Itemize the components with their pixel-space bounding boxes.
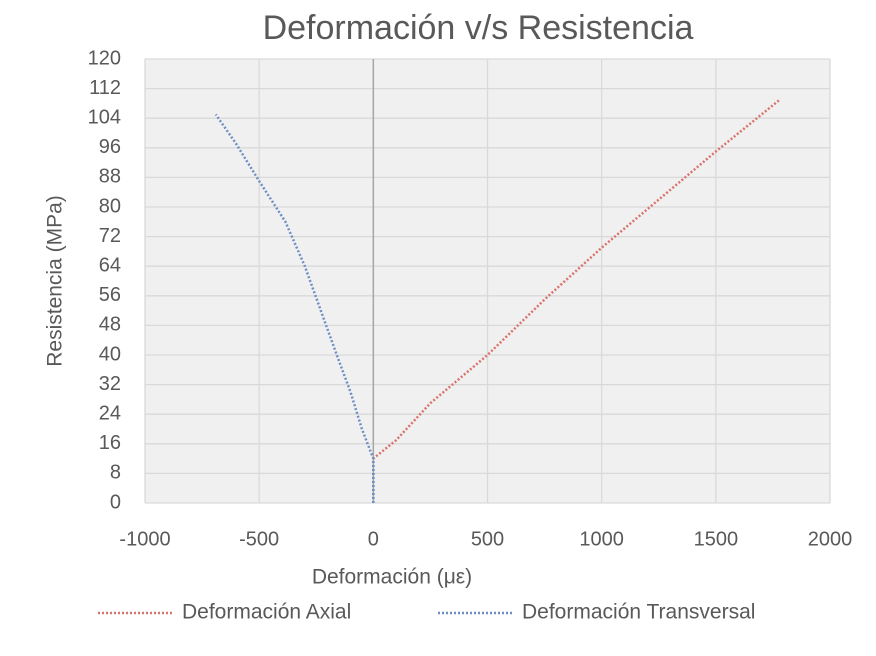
y-tick-label: 88 <box>99 166 121 188</box>
y-tick-label: 0 <box>110 491 121 513</box>
x-axis-title: Deformación (με) <box>312 566 472 589</box>
y-tick-label: 112 <box>89 77 121 99</box>
chart-title: Deformación v/s Resistencia <box>263 9 694 47</box>
legend-label: Deformación Axial <box>182 601 351 624</box>
y-tick-label: 80 <box>99 195 121 217</box>
y-tick-label: 64 <box>99 254 121 276</box>
y-tick-label: 48 <box>99 314 121 336</box>
x-tick-label: 1500 <box>694 528 739 550</box>
y-tick-label: 40 <box>99 343 121 365</box>
y-tick-label: 104 <box>88 106 121 128</box>
x-tick-label: -1000 <box>119 528 170 550</box>
y-tick-label: 8 <box>110 462 121 484</box>
x-tick-label: 2000 <box>808 528 853 550</box>
x-tick-label: 1000 <box>579 528 624 550</box>
x-tick-label: 0 <box>368 528 379 550</box>
y-tick-label: 32 <box>99 373 121 395</box>
legend: Deformación Axial Deformación Transversal <box>98 601 755 624</box>
x-tick-label: -500 <box>239 528 279 550</box>
y-axis-title: Resistencia (MPa) <box>44 195 67 367</box>
x-tick-label: 500 <box>471 528 504 550</box>
y-tick-label: 16 <box>99 432 121 454</box>
y-tick-label: 96 <box>99 136 121 158</box>
y-tick-label: 120 <box>88 47 121 69</box>
data-line <box>214 113 375 503</box>
y-tick-label: 24 <box>99 402 121 424</box>
legend-label: Deformación Transversal <box>522 601 755 624</box>
y-tick-label: 72 <box>99 225 121 247</box>
y-tick-label: 56 <box>99 284 121 306</box>
